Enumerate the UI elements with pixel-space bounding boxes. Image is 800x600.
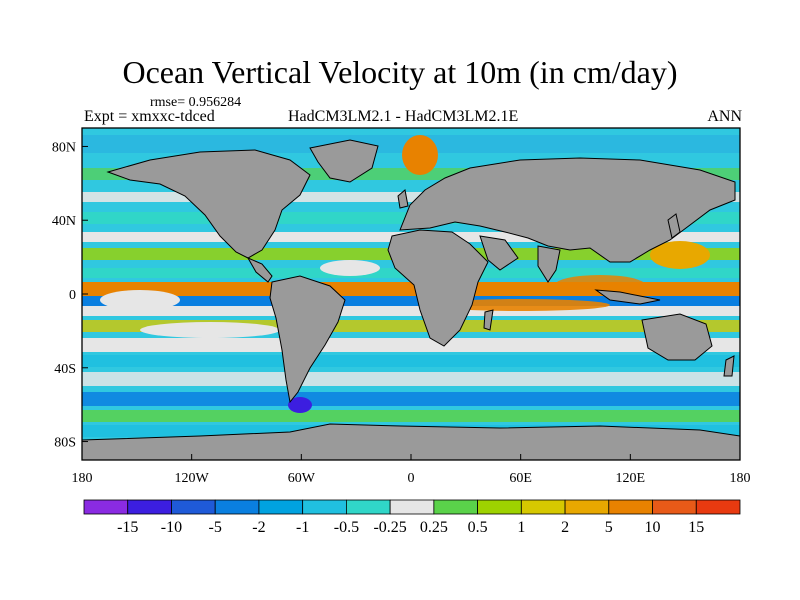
map-plot-area	[82, 128, 740, 460]
lon-tick-label: 180	[730, 471, 751, 486]
australia	[641, 313, 713, 361]
lat-tick-label: 40N	[52, 214, 76, 229]
lat-tick-label: 40S	[54, 362, 76, 377]
continents	[82, 139, 740, 460]
arabia	[479, 235, 519, 271]
colorbar-label: -2	[252, 519, 265, 536]
colorbar-label: -0.5	[334, 519, 359, 536]
rmse-label: rmse= 0.956284	[150, 95, 242, 110]
colorbar-label: -0.25	[373, 519, 406, 536]
colorbar-label: -10	[161, 519, 182, 536]
north-america	[106, 149, 311, 259]
colorbar-swatch	[433, 499, 479, 515]
colorbar-swatch	[127, 499, 172, 515]
lon-tick-label: 60W	[288, 471, 316, 486]
longitude-axis: 180 120W 60W 0 60E 120E 180	[72, 454, 751, 486]
colorbar-swatch	[695, 499, 741, 515]
indonesia	[594, 289, 661, 305]
india	[537, 245, 561, 283]
season-label: ANN	[707, 108, 742, 125]
colorbar-label: 2	[561, 519, 569, 536]
colorbar-label: -1	[296, 519, 309, 536]
central-america	[246, 256, 273, 283]
colorbar-label: 15	[688, 519, 704, 536]
colorbar-swatch	[564, 499, 610, 515]
antarctica	[82, 423, 740, 460]
colorbar-label: 0.5	[468, 519, 488, 536]
colorbar-swatch	[302, 499, 347, 515]
colorbar-swatch	[171, 499, 216, 515]
map-title: Ocean Vertical Velocity at 10m (in cm/da…	[122, 54, 678, 90]
colorbar-label: 5	[605, 519, 613, 536]
colorbar-swatch	[345, 499, 391, 515]
lon-tick-label: 120W	[175, 471, 210, 486]
lon-tick-label: 180	[72, 471, 93, 486]
south-america	[269, 275, 346, 404]
lat-tick-label: 80S	[54, 436, 76, 451]
colorbar-label: 1	[517, 519, 525, 536]
africa	[387, 229, 489, 347]
lon-tick-label: 0	[408, 471, 415, 486]
latitude-axis: 80N 40N 0 40S 80S	[52, 140, 88, 451]
colorbar-swatch	[477, 499, 522, 515]
lat-tick-label: 0	[69, 288, 76, 303]
colorbar-label: -5	[209, 519, 222, 536]
colorbar-swatch	[83, 499, 129, 515]
colorbar-swatch	[520, 499, 566, 515]
colorbar-label: -15	[117, 519, 138, 536]
lat-tick-label: 80N	[52, 140, 76, 155]
madagascar	[483, 309, 494, 331]
greenland	[309, 139, 379, 183]
new-zealand	[723, 355, 735, 377]
colorbar-swatch	[214, 499, 260, 515]
colorbar-swatch	[608, 499, 653, 515]
japan	[667, 213, 681, 239]
colorbar-swatch	[389, 499, 435, 515]
uk	[397, 189, 409, 209]
lon-tick-label: 60E	[509, 471, 532, 486]
colorbar-swatch	[652, 499, 697, 515]
colorbar-label: 10	[645, 519, 661, 536]
colorbar: -15 -10 -5 -2 -1 -0.5 -0.25 0.25 0.5 1 2 5 10 15	[83, 499, 741, 536]
model-difference-label: HadCM3LM2.1 - HadCM3LM2.1E	[288, 108, 519, 125]
colorbar-label: 0.25	[420, 519, 448, 536]
lon-tick-label: 120E	[616, 471, 646, 486]
experiment-label: Expt = xmxxc-tdced	[84, 108, 215, 125]
colorbar-swatch	[258, 499, 304, 515]
